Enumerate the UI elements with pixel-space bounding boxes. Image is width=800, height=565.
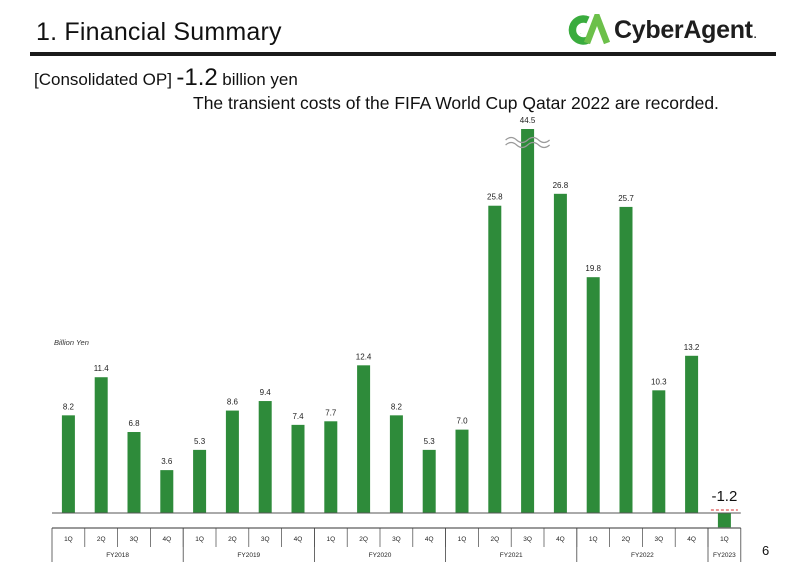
bar — [586, 277, 600, 513]
axis-break-mark — [505, 136, 551, 144]
title-divider — [30, 52, 776, 56]
y-axis-label: Billion Yen — [54, 338, 89, 347]
bar-value-label: 7.7 — [325, 408, 337, 417]
headline-unit: billion yen — [222, 70, 298, 89]
x-tick-label: 4Q — [687, 536, 696, 543]
fiscal-year-label: FY2020 — [369, 552, 392, 559]
fiscal-year-label: FY2021 — [500, 552, 523, 559]
bar-value-label: 7.4 — [292, 412, 304, 421]
bar-value-label: 6.8 — [128, 419, 140, 428]
bar — [389, 415, 403, 513]
bar — [357, 365, 371, 513]
bar-value-label: 25.7 — [618, 194, 634, 203]
axis-break-mark — [505, 141, 551, 149]
bar-value-label: 5.3 — [424, 437, 436, 446]
bar — [652, 390, 666, 513]
bar-value-label: 26.8 — [553, 181, 569, 190]
bar-value-label: 3.6 — [161, 457, 173, 466]
cyberagent-logo: CA CyberAgent . — [566, 14, 756, 46]
fiscal-year-label: FY2018 — [106, 552, 129, 559]
cyberagent-logo-icon: CA — [568, 14, 610, 45]
x-tick-label: 1Q — [720, 536, 729, 543]
fiscal-year-label: FY2023 — [713, 552, 736, 559]
bar — [488, 205, 502, 514]
x-tick-label: 4Q — [556, 536, 565, 543]
x-tick-label: 3Q — [523, 536, 532, 543]
bar-value-label: -1.2 — [711, 488, 737, 505]
bar — [324, 421, 338, 513]
bar — [160, 470, 174, 513]
x-tick-label: 1Q — [326, 536, 335, 543]
x-tick-label: 4Q — [425, 536, 434, 543]
headline-value: -1.2 — [176, 64, 218, 91]
page-title: 1. Financial Summary — [36, 18, 282, 46]
bar — [685, 355, 699, 513]
bar — [193, 449, 207, 513]
bar-value-label: 12.4 — [356, 352, 372, 361]
headline-note: The transient costs of the FIFA World Cu… — [193, 93, 719, 113]
bar-value-label: 8.2 — [391, 402, 403, 411]
x-tick-label: 2Q — [622, 536, 631, 543]
headline: [Consolidated OP] -1.2 billion yen — [34, 64, 298, 92]
bar-value-label: 19.8 — [585, 264, 601, 273]
x-tick-label: 3Q — [654, 536, 663, 543]
bar-value-label: 10.3 — [651, 377, 667, 386]
bar-value-label: 9.4 — [260, 388, 272, 397]
logo-suffix: . — [753, 29, 757, 41]
bar — [619, 206, 633, 513]
x-tick-label: 2Q — [490, 536, 499, 543]
x-tick-label: 2Q — [359, 536, 368, 543]
bar — [455, 429, 469, 513]
bar-value-label: 11.4 — [94, 364, 110, 373]
bar — [127, 432, 141, 513]
x-tick-label: 1Q — [195, 536, 204, 543]
x-tick-label: 1Q — [458, 536, 467, 543]
bar-value-label: 44.5 — [520, 116, 536, 125]
fiscal-year-label: FY2022 — [631, 552, 654, 559]
x-tick-label: 3Q — [261, 536, 270, 543]
page-number: 6 — [762, 543, 770, 558]
bar — [225, 410, 239, 513]
x-tick-label: 2Q — [228, 536, 237, 543]
bar — [61, 415, 75, 513]
x-tick-label: 4Q — [162, 536, 171, 543]
x-tick-label: 2Q — [97, 536, 106, 543]
x-tick-label: 4Q — [294, 536, 303, 543]
x-tick-label: 1Q — [64, 536, 73, 543]
bar — [717, 513, 731, 528]
x-tick-label: 1Q — [589, 536, 598, 543]
bar — [94, 377, 108, 513]
x-tick-label: 3Q — [130, 536, 139, 543]
x-tick-label: 3Q — [392, 536, 401, 543]
bar — [291, 424, 305, 513]
bar-value-label: 25.8 — [487, 193, 503, 202]
bar — [422, 449, 436, 513]
bar-value-label: 5.3 — [194, 437, 206, 446]
bar-value-label: 13.2 — [684, 343, 700, 352]
bar — [258, 401, 272, 513]
fiscal-year-label: FY2019 — [237, 552, 260, 559]
headline-lead: [Consolidated OP] — [34, 70, 172, 89]
bar — [553, 193, 567, 513]
logo-text: CyberAgent — [614, 15, 753, 44]
logo-mark: CA — [580, 32, 582, 35]
bar-value-label: 8.6 — [227, 398, 239, 407]
bar-value-label: 7.0 — [456, 417, 468, 426]
bar — [521, 129, 535, 513]
bar-value-label: 8.2 — [63, 402, 75, 411]
